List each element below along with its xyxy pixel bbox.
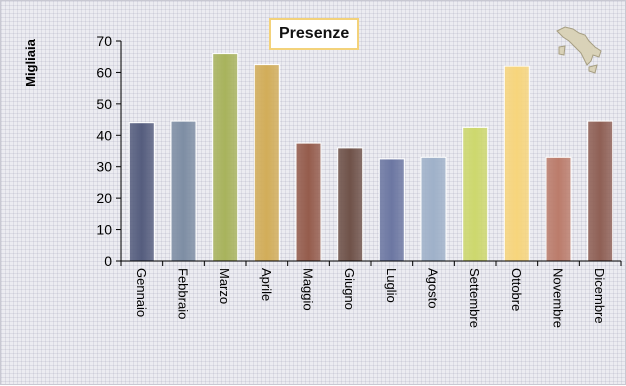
y-tick-label: 70 — [96, 33, 112, 49]
bar-maggio — [295, 142, 322, 262]
bar-febbraio — [170, 120, 197, 262]
y-tick-label: 50 — [96, 96, 112, 112]
y-tick-label: 10 — [96, 222, 112, 238]
italy-map-icon — [556, 26, 602, 74]
bar-giugno — [337, 147, 364, 262]
bar-ottobre — [503, 65, 530, 262]
x-tick-label: Aprile — [259, 268, 274, 301]
chart-title: Presenze — [269, 18, 360, 50]
x-tick-label: Agosto — [426, 268, 441, 308]
bar-dicembre — [587, 120, 614, 262]
x-tick-label: Maggio — [301, 268, 316, 311]
bar-aprile — [253, 64, 280, 262]
x-tick-label: Febbraio — [176, 268, 191, 319]
bar-agosto — [420, 156, 447, 262]
y-tick-label: 0 — [104, 253, 112, 269]
bar-marzo — [212, 53, 239, 262]
y-tick-label: 20 — [96, 190, 112, 206]
y-tick-label: 40 — [96, 127, 112, 143]
bar-settembre — [462, 126, 489, 262]
bar-luglio — [378, 158, 405, 262]
y-tick-label: 60 — [96, 64, 112, 80]
x-tick-label: Settembre — [467, 268, 482, 328]
x-tick-label: Dicembre — [592, 268, 607, 324]
x-tick-label: Luglio — [384, 268, 399, 303]
y-axis-title: Migliaia — [23, 38, 38, 86]
x-tick-label: Ottobre — [509, 268, 524, 311]
bar-gennaio — [128, 122, 155, 262]
x-tick-label: Giugno — [342, 268, 357, 310]
x-tick-label: Marzo — [217, 268, 232, 304]
x-tick-label: Gennaio — [134, 268, 149, 317]
x-tick-label: Novembre — [551, 268, 566, 328]
y-tick-label: 30 — [96, 159, 112, 175]
bar-novembre — [545, 156, 572, 262]
